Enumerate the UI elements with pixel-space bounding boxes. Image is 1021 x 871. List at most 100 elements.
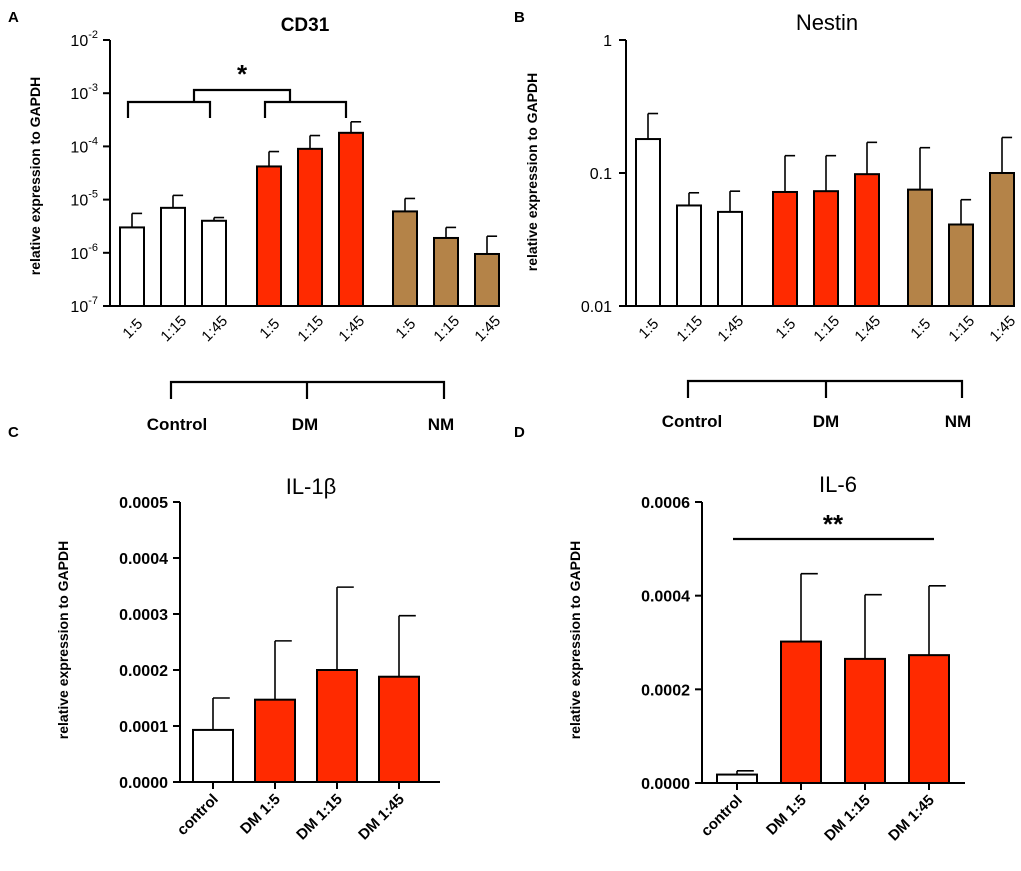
chart-b-x-tick-label-5: 1:45	[851, 312, 884, 345]
chart-a-bar-0	[119, 226, 145, 307]
chart-d-x-tick-label-0: control	[698, 792, 746, 840]
chart-b-group-bracket	[686, 379, 964, 398]
chart-d-title: IL-6	[819, 472, 857, 497]
chart-a-ylabel: relative expression to GAPDH	[27, 77, 43, 275]
chart-b-group-label-control: Control	[662, 412, 722, 431]
chart-d-bar-2	[844, 657, 886, 784]
chart-c-y-tick-label-4: 0.0004	[119, 551, 168, 568]
chart-a-bar-5	[338, 131, 364, 307]
chart-a-x-tick-label-7: 1:15	[430, 312, 463, 345]
chart-a-bar-4	[297, 147, 323, 307]
chart-b-x-tick-label-6: 1:5	[907, 315, 934, 342]
chart-c-x-tick-label-1: DM 1:5	[237, 791, 284, 838]
chart-b-x-tick-label-2: 1:45	[714, 312, 747, 345]
chart-b-x-tick-label-4: 1:15	[810, 312, 843, 345]
chart-b: Nestin relative expression to GAPDH 0.01…	[524, 10, 1019, 431]
chart-c-y-tick-label-2: 0.0002	[119, 663, 168, 680]
chart-a-x-ticks: 1:5 1:15 1:45 1:5 1:15 1:45 1:5 1:15 1:45	[119, 312, 504, 345]
chart-c: IL-1β relative expression to GAPDH 0.000…	[55, 474, 440, 844]
chart-a-bar-8	[474, 252, 500, 308]
chart-b-x-tick-label-1: 1:15	[673, 312, 706, 345]
chart-b-y-tick-label-1: 0.1	[590, 166, 612, 183]
chart-a-group-label-control: Control	[147, 415, 207, 434]
chart-a-x-tick-label-5: 1:45	[335, 312, 368, 345]
chart-c-y-tick-label-5: 0.0005	[119, 495, 168, 512]
chart-d-ylabel: relative expression to GAPDH	[567, 541, 583, 739]
chart-b-ylabel: relative expression to GAPDH	[524, 73, 540, 271]
chart-a-title: CD31	[281, 15, 330, 36]
chart-a-x-tick-label-3: 1:5	[256, 315, 283, 342]
chart-c-bars	[192, 586, 420, 783]
chart-a-bars	[119, 121, 500, 308]
chart-a-bar-3	[256, 165, 282, 307]
chart-b-y-ticks: 0.01 0.1 1	[581, 33, 626, 316]
chart-c-ylabel: relative expression to GAPDH	[55, 541, 71, 739]
chart-b-group-label-nm: NM	[945, 412, 971, 431]
chart-b-x-tick-label-3: 1:5	[772, 315, 799, 342]
chart-a-bar-7	[433, 236, 459, 307]
chart-a-significance-bracket	[126, 88, 348, 118]
chart-a-bar-6	[392, 210, 418, 308]
chart-c-x-tick-label-0: control	[174, 791, 222, 839]
chart-a-group-bracket	[169, 380, 446, 399]
chart-a-x-tick-label-0: 1:5	[119, 315, 146, 342]
chart-c-x-tick-label-3: DM 1:45	[355, 791, 408, 844]
chart-b-x-tick-label-8: 1:45	[986, 312, 1019, 345]
chart-c-y-tick-label-1: 0.0001	[119, 719, 168, 736]
panel-label-a: A	[8, 9, 19, 26]
chart-a-y-ticks: 10-7 10-6 10-5 10-4 10-3 10-2	[70, 29, 110, 316]
chart-c-y-tick-label-0: 0.0000	[119, 775, 168, 792]
chart-c-bar-1	[254, 698, 296, 783]
chart-b-x-tick-label-0: 1:5	[635, 315, 662, 342]
chart-d-bar-3	[908, 654, 950, 785]
chart-a: CD31 relative expression to GAPDH 10-710…	[27, 15, 504, 434]
chart-d-y-ticks: 0.0000 0.0002 0.0004 0.0006	[641, 495, 702, 793]
chart-d-y-tick-label-2: 0.0004	[641, 589, 690, 606]
chart-c-y-tick-label-3: 0.0003	[119, 607, 168, 624]
chart-a-y-tick-label-5: 10-2	[70, 29, 98, 50]
chart-c-bar-2	[316, 669, 358, 783]
chart-a-x-tick-label-6: 1:5	[392, 315, 419, 342]
chart-a-group-label-nm: NM	[428, 415, 454, 434]
chart-d-x-tick-label-1: DM 1:5	[763, 792, 810, 839]
panel-label-b: B	[514, 9, 525, 26]
chart-a-y-tick-label-2: 10-5	[70, 189, 98, 210]
chart-c-bar-0	[192, 728, 234, 783]
panel-label-d: D	[514, 424, 525, 441]
chart-d-bar-1	[780, 640, 822, 785]
chart-a-x-tick-label-8: 1:45	[471, 312, 504, 345]
chart-b-bar-3	[772, 190, 798, 307]
chart-b-bar-5	[854, 173, 880, 307]
chart-a-x-tick-label-4: 1:15	[294, 312, 327, 345]
chart-b-bar-1	[676, 204, 702, 307]
chart-c-x-tick-label-2: DM 1:15	[293, 791, 346, 844]
chart-d-significance-label: **	[823, 509, 844, 539]
chart-a-x-tick-label-1: 1:15	[157, 312, 190, 345]
chart-b-title: Nestin	[796, 10, 858, 35]
chart-a-significance-label: *	[237, 59, 248, 89]
chart-a-y-tick-label-0: 10-7	[70, 295, 98, 316]
chart-d-bar-0	[716, 773, 758, 785]
chart-d-y-tick-label-0: 0.0000	[641, 776, 690, 793]
chart-b-bar-4	[813, 190, 839, 307]
chart-a-y-tick-label-1: 10-6	[70, 242, 98, 263]
chart-b-y-tick-label-0: 0.01	[581, 299, 612, 316]
chart-d-x-tick-label-2: DM 1:15	[821, 792, 874, 845]
chart-b-bar-0	[635, 138, 661, 307]
chart-b-y-tick-label-2: 1	[603, 33, 612, 50]
chart-b-group-label-dm: DM	[813, 412, 839, 431]
chart-a-y-tick-label-3: 10-4	[70, 135, 98, 156]
chart-a-bar-2	[201, 219, 227, 307]
chart-b-bar-7	[948, 223, 974, 307]
chart-b-bars	[635, 112, 1015, 308]
panel-label-c: C	[8, 424, 19, 441]
chart-b-bar-6	[907, 188, 933, 307]
chart-d-bars	[716, 572, 950, 785]
chart-c-y-ticks: 0.0000 0.0001 0.0002 0.0003 0.0004 0.0005	[119, 495, 180, 792]
chart-d-x-ticks: control DM 1:5 DM 1:15 DM 1:45	[698, 783, 938, 845]
chart-a-y-tick-label-4: 10-3	[70, 82, 98, 103]
chart-c-x-ticks: control DM 1:5 DM 1:15 DM 1:45	[174, 782, 408, 844]
chart-d-y-tick-label-3: 0.0006	[641, 495, 690, 512]
chart-d-y-tick-label-1: 0.0002	[641, 682, 690, 699]
